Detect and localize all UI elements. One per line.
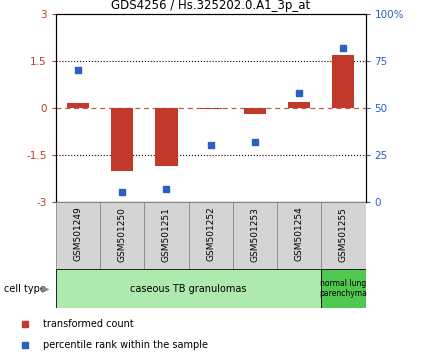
Title: GDS4256 / Hs.325202.0.A1_3p_at: GDS4256 / Hs.325202.0.A1_3p_at: [111, 0, 310, 12]
Text: GSM501249: GSM501249: [74, 207, 83, 262]
Text: GSM501250: GSM501250: [118, 207, 127, 262]
Bar: [111, 108, 133, 171]
Text: GSM501254: GSM501254: [295, 207, 304, 262]
Text: ▶: ▶: [42, 284, 49, 293]
Bar: [56, 202, 100, 269]
Text: percentile rank within the sample: percentile rank within the sample: [43, 340, 208, 350]
Bar: [189, 202, 233, 269]
Text: GSM501252: GSM501252: [206, 207, 215, 262]
Bar: [233, 202, 277, 269]
Bar: [155, 108, 178, 166]
Bar: [100, 202, 144, 269]
Text: transformed count: transformed count: [43, 319, 134, 329]
Text: caseous TB granulomas: caseous TB granulomas: [130, 284, 247, 293]
Bar: [321, 202, 366, 269]
Text: GSM501251: GSM501251: [162, 207, 171, 262]
Bar: [321, 269, 366, 308]
Bar: [332, 55, 354, 108]
Bar: [56, 269, 321, 308]
Bar: [244, 108, 266, 114]
Text: GSM501253: GSM501253: [250, 207, 259, 262]
Text: cell type: cell type: [4, 284, 46, 293]
Bar: [200, 108, 222, 109]
Bar: [288, 102, 310, 108]
Bar: [67, 103, 89, 108]
Bar: [144, 202, 189, 269]
Text: GSM501255: GSM501255: [339, 207, 348, 262]
Bar: [277, 202, 321, 269]
Text: normal lung
parenchyma: normal lung parenchyma: [319, 279, 367, 298]
